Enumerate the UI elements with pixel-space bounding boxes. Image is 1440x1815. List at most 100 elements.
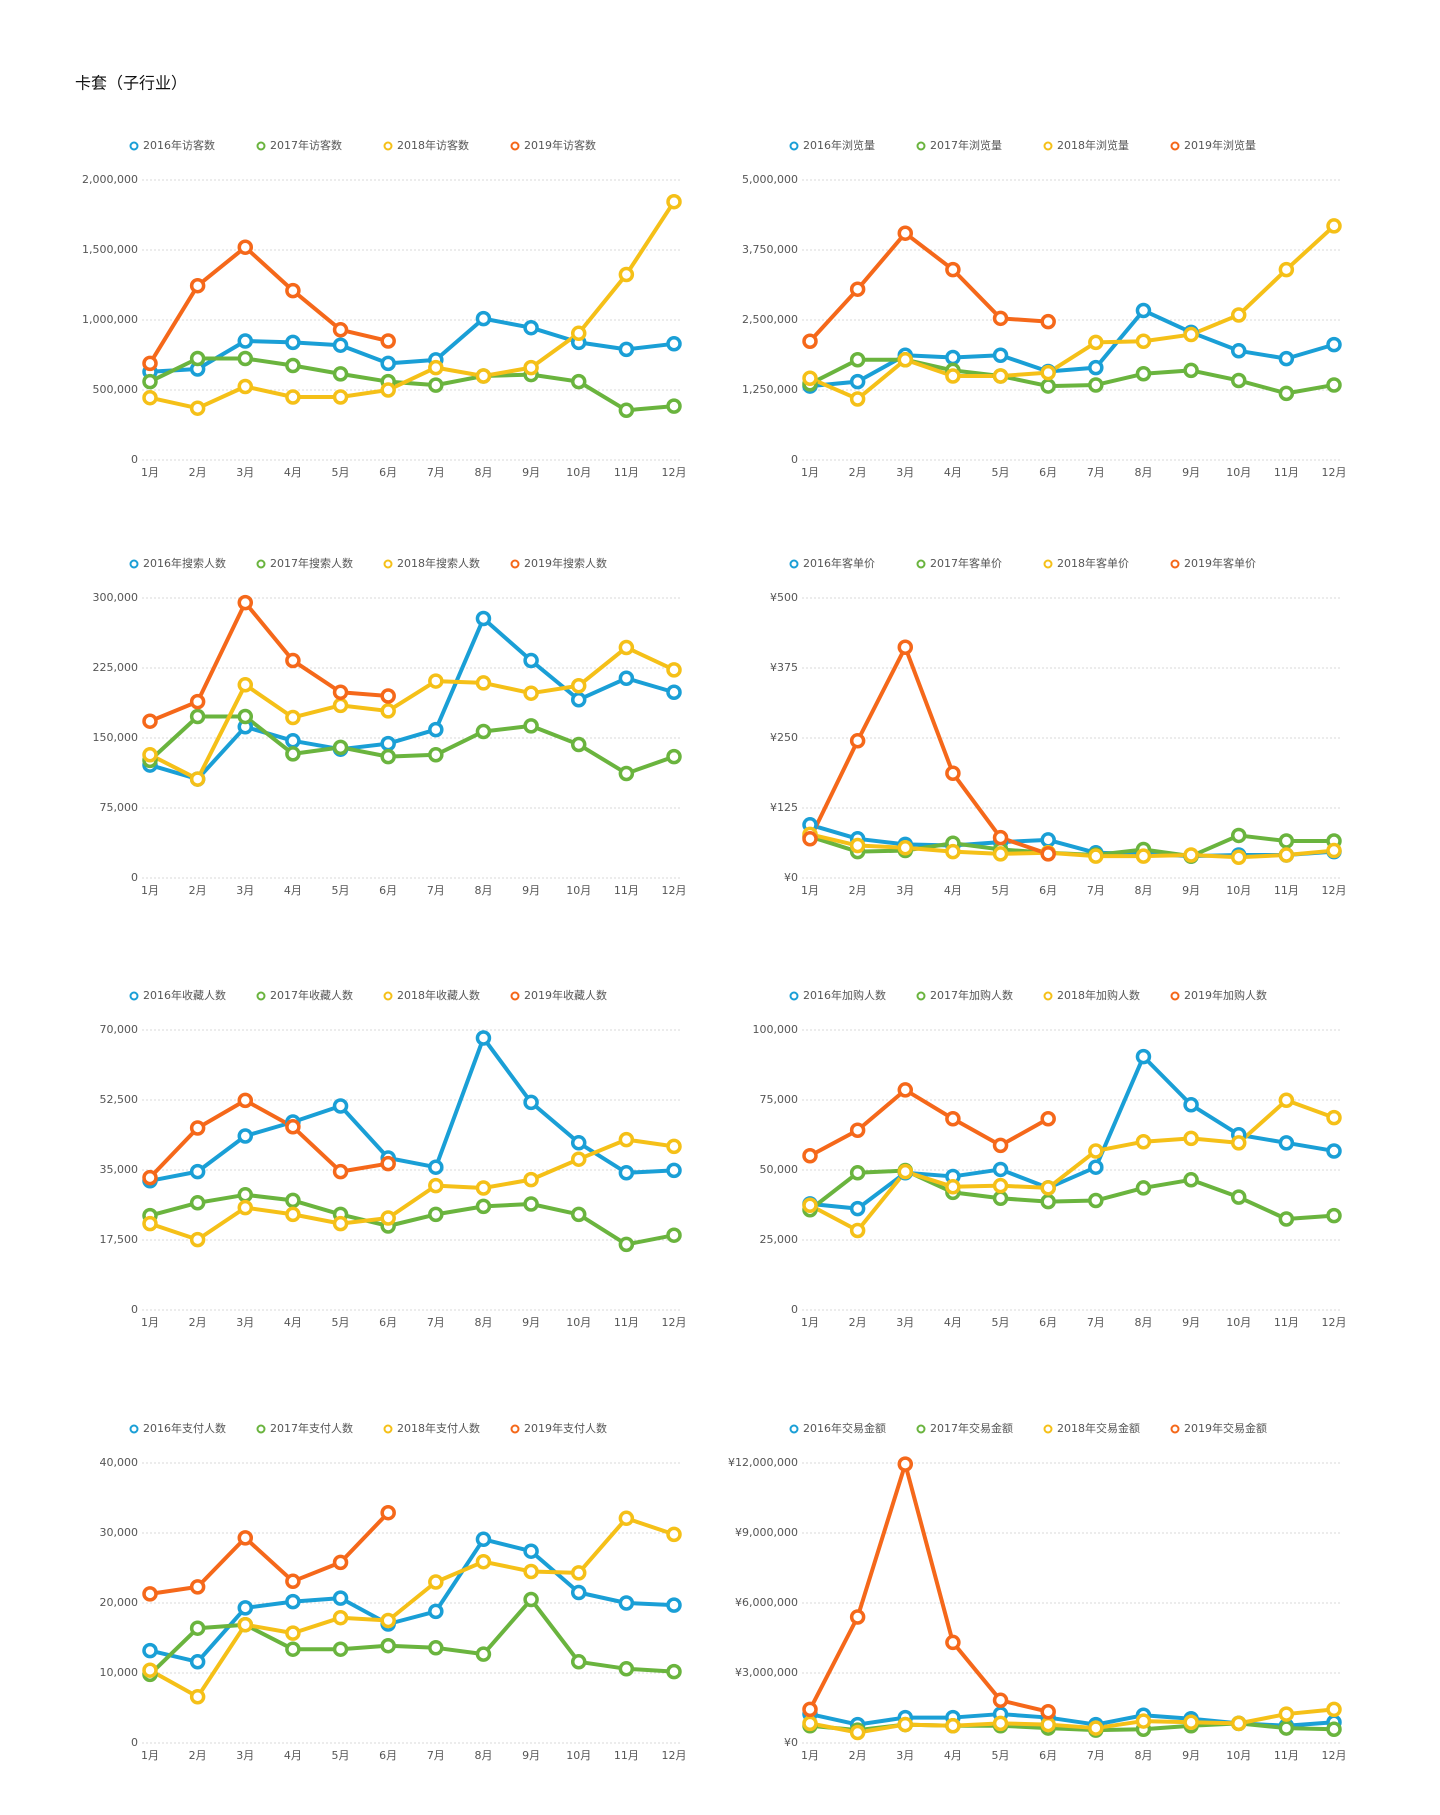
x-tick-label: 6月 bbox=[379, 466, 397, 479]
data-point bbox=[380, 382, 396, 398]
data-point bbox=[332, 1641, 349, 1657]
legend-marker bbox=[789, 1424, 799, 1434]
y-tick-label: 75,000 bbox=[100, 801, 139, 814]
data-point bbox=[570, 1565, 587, 1581]
data-point bbox=[428, 673, 444, 689]
data-point bbox=[380, 688, 396, 704]
x-tick-label: 4月 bbox=[944, 884, 962, 897]
y-tick-label: 40,000 bbox=[100, 1456, 139, 1469]
data-point bbox=[332, 337, 349, 353]
x-tick-label: 4月 bbox=[284, 466, 302, 479]
data-point bbox=[1135, 1048, 1152, 1065]
data-point bbox=[849, 281, 866, 297]
data-point bbox=[332, 1590, 349, 1606]
data-point bbox=[802, 1197, 818, 1214]
data-point bbox=[475, 675, 492, 691]
data-point bbox=[618, 1661, 635, 1677]
x-tick-label: 8月 bbox=[474, 884, 492, 897]
data-point bbox=[1326, 1721, 1342, 1737]
data-point bbox=[618, 1595, 635, 1611]
x-tick-label: 9月 bbox=[1182, 1316, 1200, 1329]
data-point bbox=[1230, 849, 1247, 866]
data-point bbox=[1278, 261, 1295, 278]
legend-marker bbox=[1170, 991, 1180, 1001]
x-tick-label: 12月 bbox=[662, 884, 687, 897]
data-point bbox=[428, 747, 444, 763]
data-point bbox=[475, 1531, 492, 1548]
data-point bbox=[570, 736, 587, 753]
data-point bbox=[618, 639, 635, 656]
data-point bbox=[897, 840, 914, 856]
data-point bbox=[523, 319, 539, 336]
data-point bbox=[380, 333, 396, 349]
x-tick-label: 9月 bbox=[522, 466, 540, 479]
x-tick-label: 10月 bbox=[1226, 1749, 1251, 1762]
y-tick-label: ¥9,000,000 bbox=[735, 1526, 798, 1539]
legend-marker bbox=[789, 559, 799, 569]
data-point bbox=[1135, 302, 1152, 319]
x-tick-label: 1月 bbox=[141, 1316, 159, 1329]
x-tick-label: 6月 bbox=[379, 1749, 397, 1762]
x-tick-label: 7月 bbox=[427, 466, 445, 479]
data-point bbox=[237, 1128, 254, 1144]
series-line bbox=[149, 1537, 675, 1664]
data-point bbox=[849, 1222, 866, 1239]
data-point bbox=[570, 1206, 587, 1223]
legend-marker bbox=[383, 991, 393, 1001]
data-point bbox=[1183, 1097, 1199, 1113]
data-point bbox=[475, 723, 492, 740]
legend-label: 2017年浏览量 bbox=[930, 138, 1002, 152]
page-title: 卡套（子行业） bbox=[75, 74, 187, 93]
data-point bbox=[475, 1553, 492, 1570]
y-tick-label: 0 bbox=[131, 1736, 138, 1749]
data-point bbox=[992, 1161, 1009, 1178]
data-point bbox=[1326, 218, 1342, 234]
data-point bbox=[523, 359, 539, 376]
y-tick-label: 1,000,000 bbox=[82, 313, 138, 326]
data-point bbox=[802, 831, 818, 847]
data-point bbox=[1135, 1180, 1152, 1196]
data-point bbox=[428, 721, 444, 738]
data-point bbox=[380, 748, 396, 765]
data-point bbox=[523, 1094, 539, 1111]
data-point bbox=[992, 829, 1009, 846]
legend-marker bbox=[916, 559, 926, 569]
data-point bbox=[666, 1162, 682, 1179]
series-line bbox=[149, 1036, 675, 1183]
data-point bbox=[428, 1177, 444, 1194]
data-point bbox=[237, 677, 254, 693]
data-point bbox=[1230, 343, 1247, 359]
data-point bbox=[237, 1187, 254, 1203]
x-tick-label: 4月 bbox=[944, 1749, 962, 1762]
data-point bbox=[285, 282, 301, 299]
data-point bbox=[992, 1177, 1009, 1194]
x-tick-label: 1月 bbox=[801, 1316, 819, 1329]
x-tick-label: 11月 bbox=[1274, 1749, 1299, 1762]
y-tick-label: 0 bbox=[131, 453, 138, 466]
legend-label: 2016年搜索人数 bbox=[143, 556, 226, 570]
data-point bbox=[945, 261, 961, 278]
legend-label: 2018年搜索人数 bbox=[397, 556, 480, 570]
x-tick-label: 10月 bbox=[566, 884, 591, 897]
data-point bbox=[189, 1579, 206, 1595]
data-point bbox=[285, 1593, 301, 1610]
x-tick-label: 3月 bbox=[236, 466, 254, 479]
x-tick-label: 4月 bbox=[944, 466, 962, 479]
data-point bbox=[1040, 832, 1056, 848]
x-tick-label: 7月 bbox=[1087, 1749, 1105, 1762]
data-point bbox=[332, 1609, 349, 1626]
data-point bbox=[1088, 377, 1104, 393]
data-point bbox=[849, 1200, 866, 1217]
legend-label: 2016年加购人数 bbox=[803, 988, 886, 1002]
data-point bbox=[618, 402, 635, 419]
data-point bbox=[523, 1171, 539, 1188]
data-point bbox=[1183, 362, 1199, 379]
data-point bbox=[618, 341, 635, 358]
series-line bbox=[149, 600, 389, 724]
legend-label: 2016年收藏人数 bbox=[143, 988, 226, 1002]
data-point bbox=[189, 1231, 206, 1248]
y-tick-label: 30,000 bbox=[100, 1526, 139, 1539]
data-point bbox=[1040, 1180, 1056, 1196]
data-point bbox=[1326, 842, 1342, 859]
